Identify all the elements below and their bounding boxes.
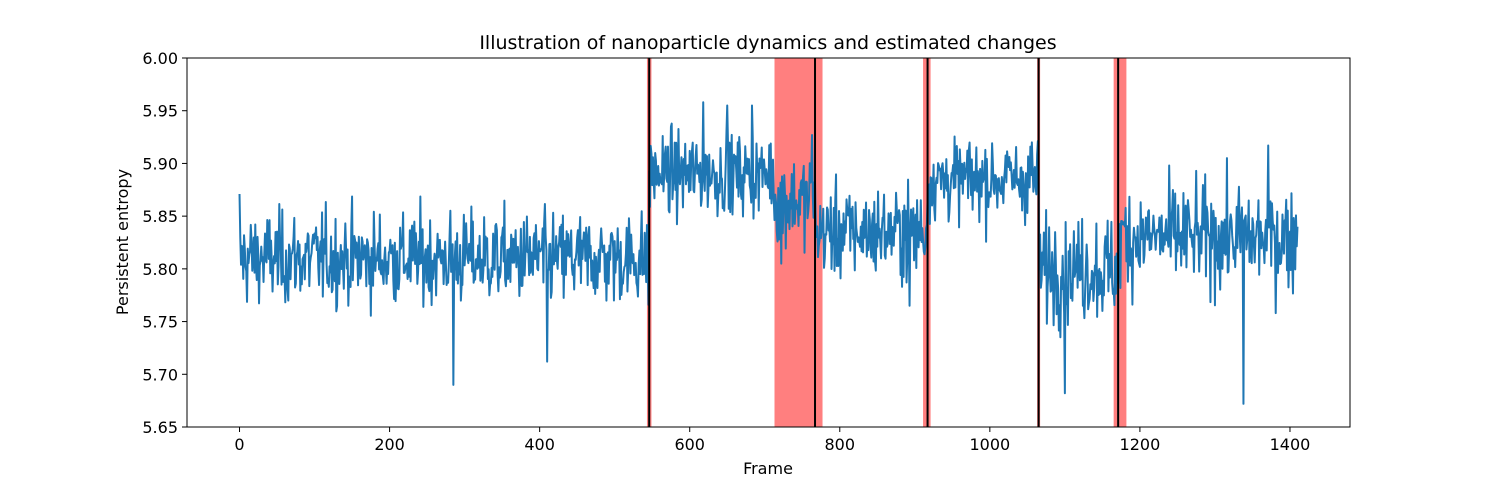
x-tick-label: 400 bbox=[524, 435, 555, 454]
x-tick-label: 1200 bbox=[1120, 435, 1161, 454]
y-tick-label: 6.00 bbox=[142, 49, 178, 68]
x-tick-label: 1400 bbox=[1270, 435, 1311, 454]
y-axis-ticks: 5.65 5.70 5.75 5.80 5.85 5.90 5.95 6.00 bbox=[142, 49, 187, 437]
x-tick-label: 800 bbox=[825, 435, 856, 454]
y-tick-label: 5.80 bbox=[142, 260, 178, 279]
y-tick-label: 5.90 bbox=[142, 154, 178, 173]
x-tick-label: 0 bbox=[234, 435, 244, 454]
x-tick-label: 600 bbox=[674, 435, 705, 454]
y-tick-label: 5.95 bbox=[142, 102, 178, 121]
x-axis-label: Frame bbox=[743, 459, 793, 478]
y-tick-label: 5.70 bbox=[142, 365, 178, 384]
changepoint-lines bbox=[648, 58, 1120, 427]
plot-area bbox=[238, 101, 1299, 405]
plot-frame bbox=[186, 57, 1351, 428]
x-tick-label: 1000 bbox=[969, 435, 1010, 454]
series-line bbox=[238, 101, 1299, 405]
chart-title: Illustration of nanoparticle dynamics an… bbox=[479, 32, 1056, 54]
x-axis-ticks: 0 200 400 600 800 1000 1200 1400 bbox=[234, 427, 1310, 454]
y-axis-label: Persistent entropy bbox=[113, 169, 132, 315]
y-tick-label: 5.75 bbox=[142, 313, 178, 332]
y-tick-label: 5.85 bbox=[142, 207, 178, 226]
y-tick-label: 5.65 bbox=[142, 418, 178, 437]
x-tick-label: 200 bbox=[374, 435, 405, 454]
